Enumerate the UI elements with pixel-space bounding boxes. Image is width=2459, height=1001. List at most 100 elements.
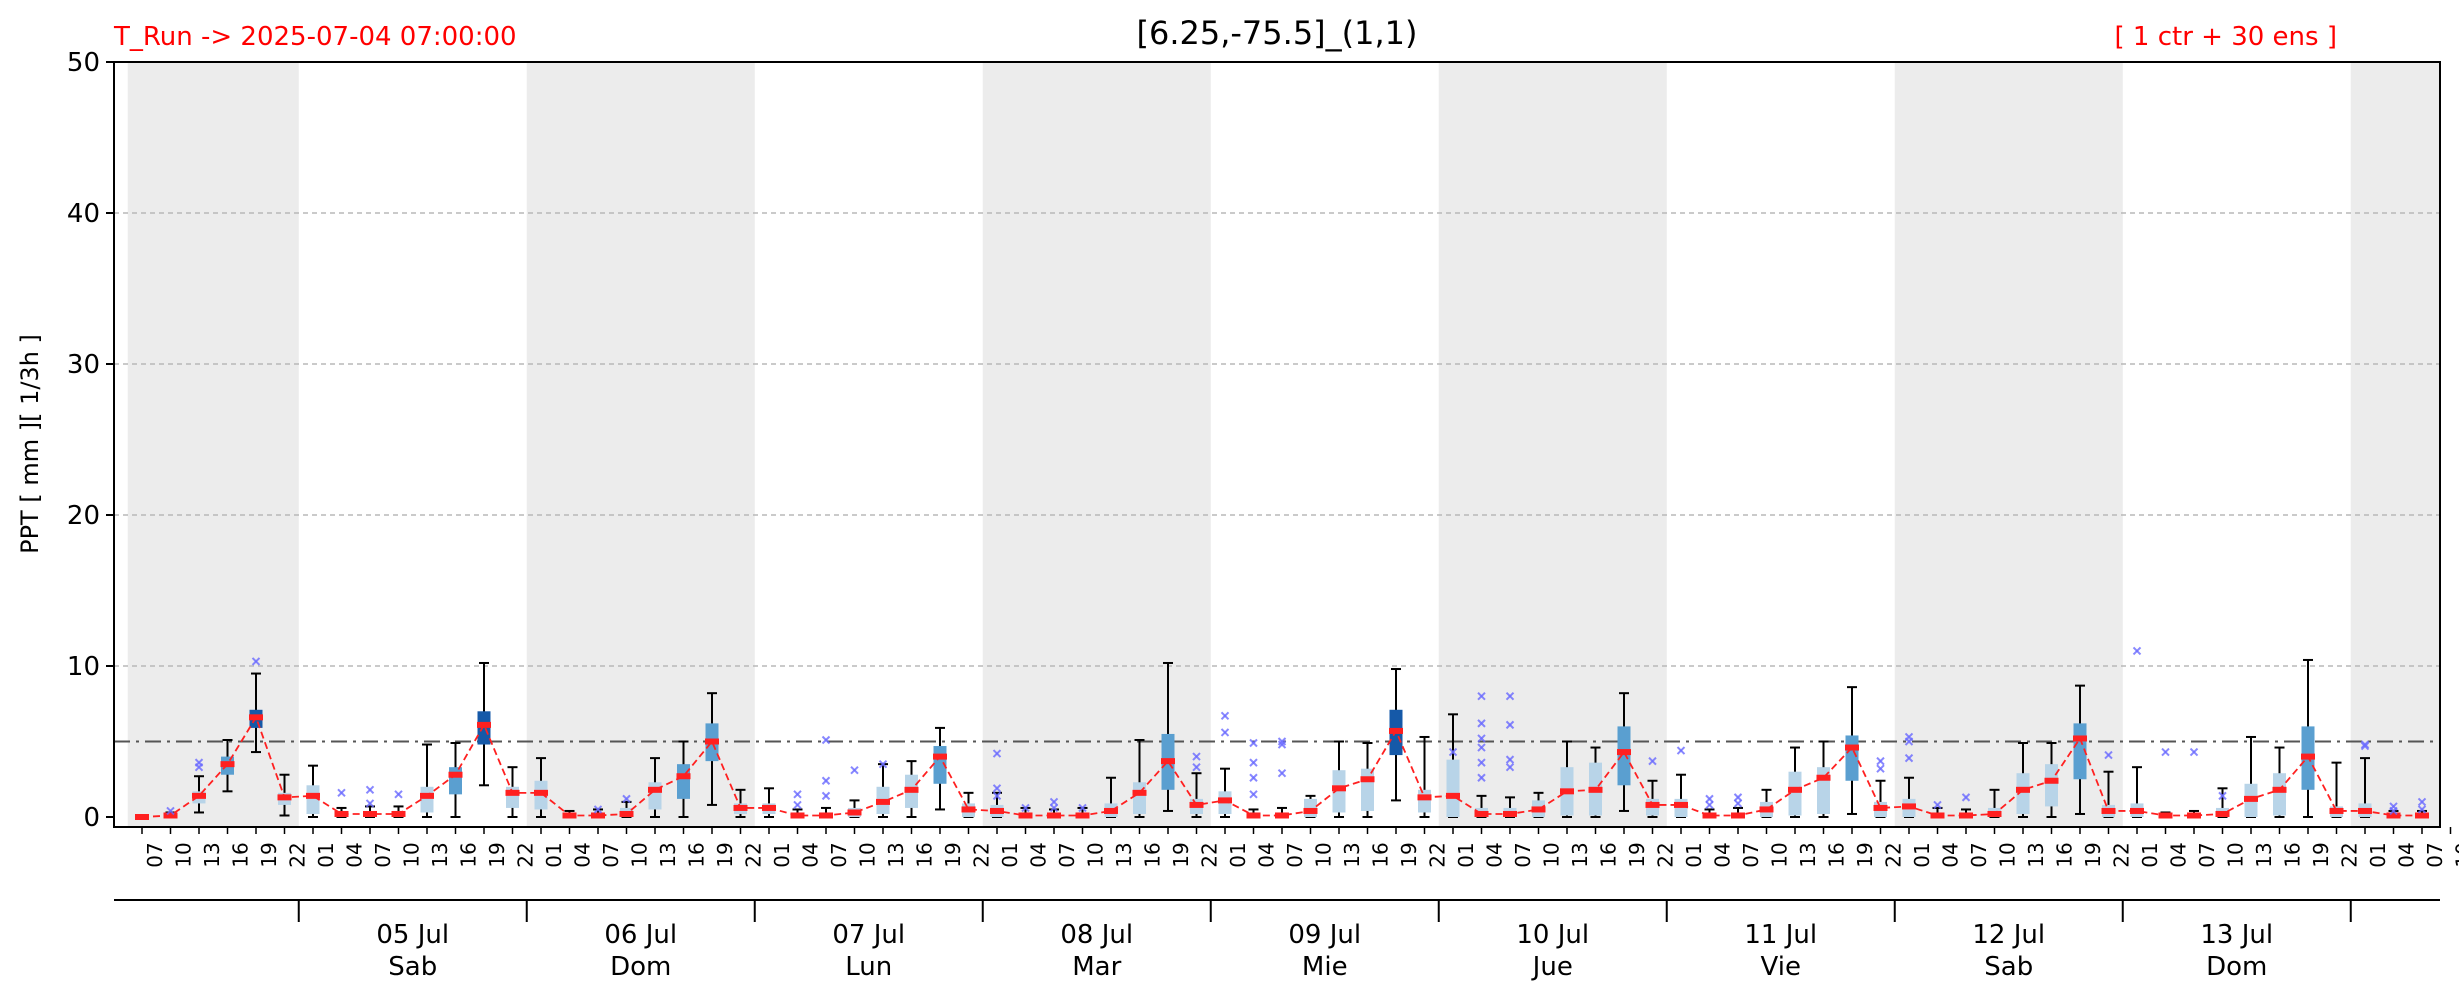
- x-tick-label: 10: [856, 842, 880, 867]
- outlier-mark: [2104, 750, 2113, 760]
- x-tick-label: 01: [2366, 842, 2390, 867]
- box: [449, 767, 462, 795]
- outlier-mark: [394, 790, 403, 799]
- outlier-mark: [1705, 800, 1714, 810]
- x-tick-label: 13: [200, 842, 224, 867]
- outlier-stroke: [1648, 756, 1657, 766]
- outlier-stroke: [365, 799, 375, 808]
- outlier-stroke: [1277, 769, 1287, 778]
- median-mark: [733, 804, 748, 811]
- x-tick-label: 04: [1711, 842, 1735, 867]
- outlier-mark: [1505, 691, 1515, 701]
- outlier-mark: [1961, 793, 1971, 802]
- x-tick-label: 10: [1312, 842, 1336, 867]
- x-tick-label: 04: [2395, 842, 2419, 867]
- run-label: T_Run -> 2025-07-04 07:00:00: [113, 22, 517, 52]
- outlier-stroke: [992, 749, 1002, 758]
- median-mark: [904, 786, 919, 793]
- median-mark: [1674, 801, 1688, 808]
- median-mark: [990, 807, 1004, 814]
- x-tick-label: 16: [2281, 842, 2305, 867]
- box: [420, 786, 434, 813]
- median-mark: [1588, 786, 1603, 793]
- x-tick-label: 01: [1910, 842, 1934, 867]
- outlier-stroke: [793, 790, 802, 799]
- box: [306, 785, 320, 814]
- outlier-mark: [1249, 758, 1258, 767]
- median-mark: [1303, 807, 1318, 814]
- median-mark: [1104, 807, 1118, 814]
- outlier-stroke: [1933, 800, 1942, 810]
- outlier-mark: [821, 735, 831, 745]
- outlier-stroke: [194, 758, 204, 767]
- median-mark: [1845, 744, 1859, 751]
- x-tick-label: 16: [1141, 842, 1165, 867]
- outlier-mark: [1220, 728, 1230, 737]
- y-tick-label: 20: [67, 501, 100, 531]
- day-date-label: 10 Jul: [1516, 920, 1589, 950]
- outlier-stroke: [337, 788, 346, 798]
- x-tick-label: 16: [1825, 842, 1849, 867]
- median-mark: [2301, 753, 2315, 760]
- x-tick-label: 07: [1967, 842, 1991, 867]
- day-weekday-label: Lun: [845, 952, 892, 982]
- outlier-mark: [850, 765, 859, 775]
- x-tick-label: 22: [514, 842, 538, 867]
- outlier-mark: [793, 790, 802, 799]
- outlier-mark: [622, 794, 631, 804]
- outlier-stroke: [1961, 793, 1971, 802]
- box: [1361, 768, 1374, 811]
- x-tick-label: 16: [1369, 842, 1393, 867]
- outlier-mark: [1733, 799, 1743, 808]
- x-tick-label: 16: [229, 842, 253, 867]
- y-tick-label: 30: [67, 350, 100, 380]
- outlier-stroke: [2360, 740, 2370, 749]
- x-tick-label: 16: [685, 842, 709, 867]
- outlier-stroke: [394, 790, 403, 799]
- median-mark: [1560, 788, 1574, 795]
- outlier-mark: [1277, 769, 1287, 778]
- outlier-stroke: [1904, 737, 1914, 746]
- day-weekday-label: Mie: [1302, 952, 1348, 982]
- box: [1304, 798, 1317, 817]
- x-tick-label: 13: [1796, 842, 1820, 867]
- median-mark: [192, 792, 206, 799]
- day-date-label: 11 Jul: [1744, 920, 1817, 950]
- outlier-mark: [2389, 806, 2398, 816]
- outlier-stroke: [593, 805, 603, 814]
- outlier-stroke: [1249, 790, 1258, 799]
- median-mark: [1275, 812, 1289, 819]
- night-band: [1894, 62, 2123, 827]
- median-mark: [2386, 812, 2401, 819]
- median-mark: [1246, 812, 1261, 819]
- x-tick-label: 13: [1112, 842, 1136, 867]
- x-tick-label: 16: [1597, 842, 1621, 867]
- outlier-mark: [1021, 803, 1030, 813]
- outlier-mark: [1049, 803, 1059, 813]
- x-tick-label: 07: [371, 842, 395, 867]
- x-tick-label: 19: [257, 842, 281, 867]
- x-tick-label: 13: [2252, 842, 2276, 867]
- median-mark: [1474, 810, 1489, 817]
- outlier-mark: [1249, 773, 1258, 782]
- y-axis-ticks: 0 10 20 30 40 50: [67, 48, 114, 833]
- x-tick-label: 22: [1198, 842, 1222, 867]
- outlier-mark: [1904, 737, 1914, 746]
- x-tick-label: 10: [2224, 842, 2248, 867]
- median-mark: [1987, 810, 2002, 817]
- median-mark: [1702, 812, 1717, 819]
- x-tick-label: 01: [314, 842, 338, 867]
- x-tick-label: 10: [2452, 842, 2459, 867]
- outlier-mark: [166, 806, 175, 816]
- day-date-label: 06 Jul: [604, 920, 677, 950]
- x-tick-label: 04: [799, 842, 823, 867]
- x-tick-label: 04: [1939, 842, 1963, 867]
- day-date-label: 07 Jul: [832, 920, 905, 950]
- median-mark: [1930, 812, 1945, 819]
- outlier-mark: [1477, 691, 1486, 701]
- outlier-stroke: [1505, 755, 1515, 764]
- outlier-stroke: [1505, 762, 1515, 772]
- outlier-stroke: [1249, 758, 1258, 767]
- y-tick-label: 40: [67, 199, 100, 229]
